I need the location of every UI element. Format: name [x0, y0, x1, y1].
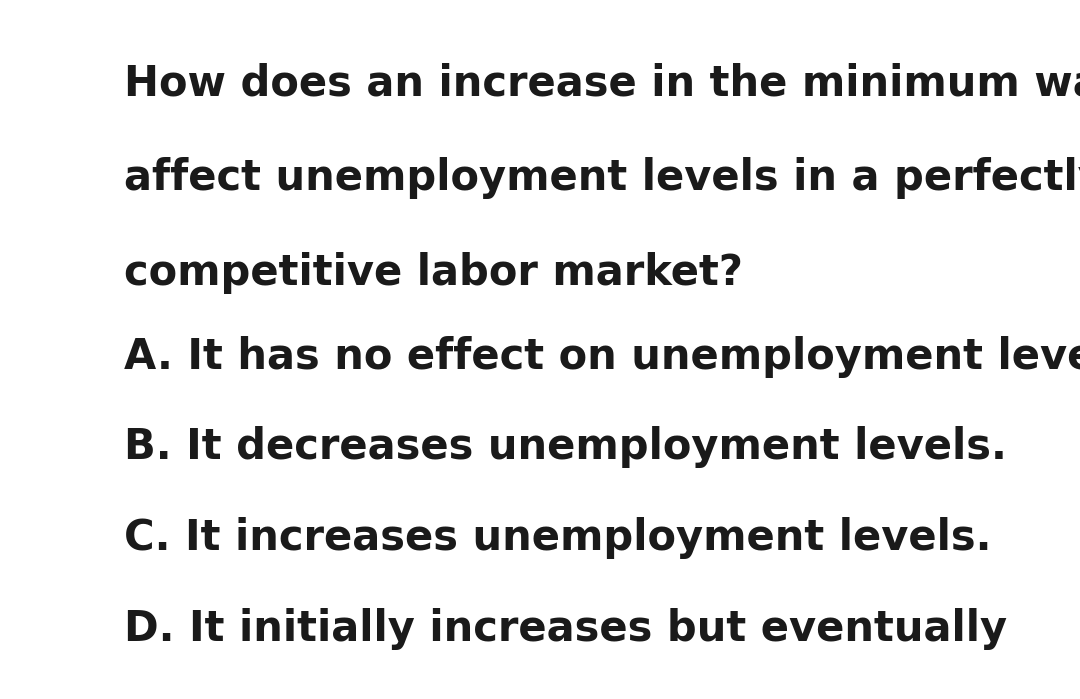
- Text: How does an increase in the minimum wage: How does an increase in the minimum wage: [124, 63, 1080, 105]
- Text: B. It decreases unemployment levels.: B. It decreases unemployment levels.: [124, 426, 1007, 468]
- Text: A. It has no effect on unemployment levels.: A. It has no effect on unemployment leve…: [124, 336, 1080, 377]
- Text: affect unemployment levels in a perfectly: affect unemployment levels in a perfectl…: [124, 157, 1080, 199]
- Text: C. It increases unemployment levels.: C. It increases unemployment levels.: [124, 517, 991, 559]
- Text: competitive labor market?: competitive labor market?: [124, 252, 743, 294]
- Text: D. It initially increases but eventually: D. It initially increases but eventually: [124, 608, 1008, 650]
